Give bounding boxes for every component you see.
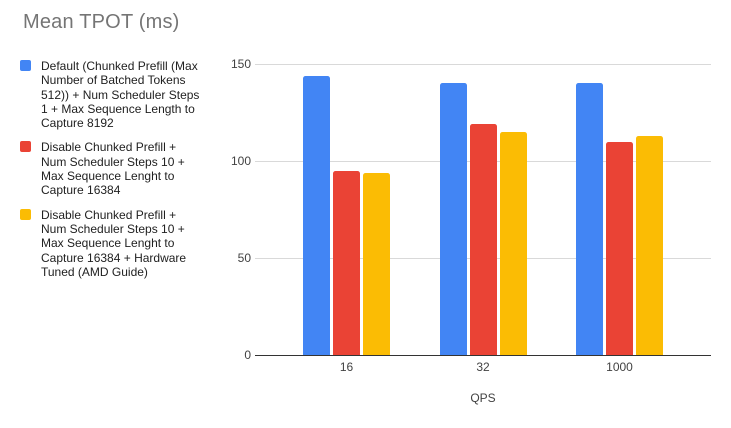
y-tick-label: 150 xyxy=(230,57,251,71)
bar-series-1-qps-32 xyxy=(439,83,467,355)
y-tick-label: 100 xyxy=(230,154,251,168)
bar-series-3-qps-1000 xyxy=(636,135,663,355)
bar-series-3-qps-32 xyxy=(499,131,527,355)
y-tick-label: 50 xyxy=(237,251,251,265)
legend-swatch-red-icon xyxy=(20,141,31,153)
x-tick-label: 1000 xyxy=(606,360,633,374)
legend-label: Disable Chunked Prefill + Num Scheduler … xyxy=(41,207,187,279)
bar-group-qps-16 xyxy=(303,64,390,355)
legend-label: Default (Chunked Prefill (Max Number of … xyxy=(41,59,200,131)
bar-groups xyxy=(255,64,711,355)
bar-series-2-qps-16 xyxy=(333,170,360,355)
plot-area xyxy=(255,64,711,356)
bar-series-3-qps-16 xyxy=(363,172,390,355)
bar-group-qps-1000 xyxy=(576,64,663,355)
x-tick-label: 16 xyxy=(339,360,354,374)
bar-group-qps-32 xyxy=(439,64,527,355)
bar-series-2-qps-32 xyxy=(469,124,497,355)
x-axis-line xyxy=(255,355,711,356)
legend-item-hardware-tuned: Disable Chunked Prefill + Num Scheduler … xyxy=(20,208,215,279)
bar-series-1-qps-1000 xyxy=(576,83,603,355)
bar-series-2-qps-1000 xyxy=(606,141,633,355)
legend-item-disable-chunked-prefill: Disable Chunked Prefill + Num Scheduler … xyxy=(20,140,215,197)
x-axis-title: QPS xyxy=(470,391,496,405)
y-tick-label: 0 xyxy=(244,348,251,362)
legend-label: Disable Chunked Prefill + Num Scheduler … xyxy=(41,140,185,198)
x-axis-tick-labels: 16 32 1000 xyxy=(255,360,711,374)
legend-swatch-yellow-icon xyxy=(20,208,31,220)
x-tick-label: 32 xyxy=(476,360,490,374)
bar-series-1-qps-16 xyxy=(303,75,330,355)
legend: Default (Chunked Prefill (Max Number of … xyxy=(20,59,215,289)
legend-item-default: Default (Chunked Prefill (Max Number of … xyxy=(20,59,215,130)
legend-swatch-blue-icon xyxy=(20,60,31,71)
chart-title: Mean TPOT (ms) xyxy=(23,11,180,33)
gridline xyxy=(255,64,711,65)
